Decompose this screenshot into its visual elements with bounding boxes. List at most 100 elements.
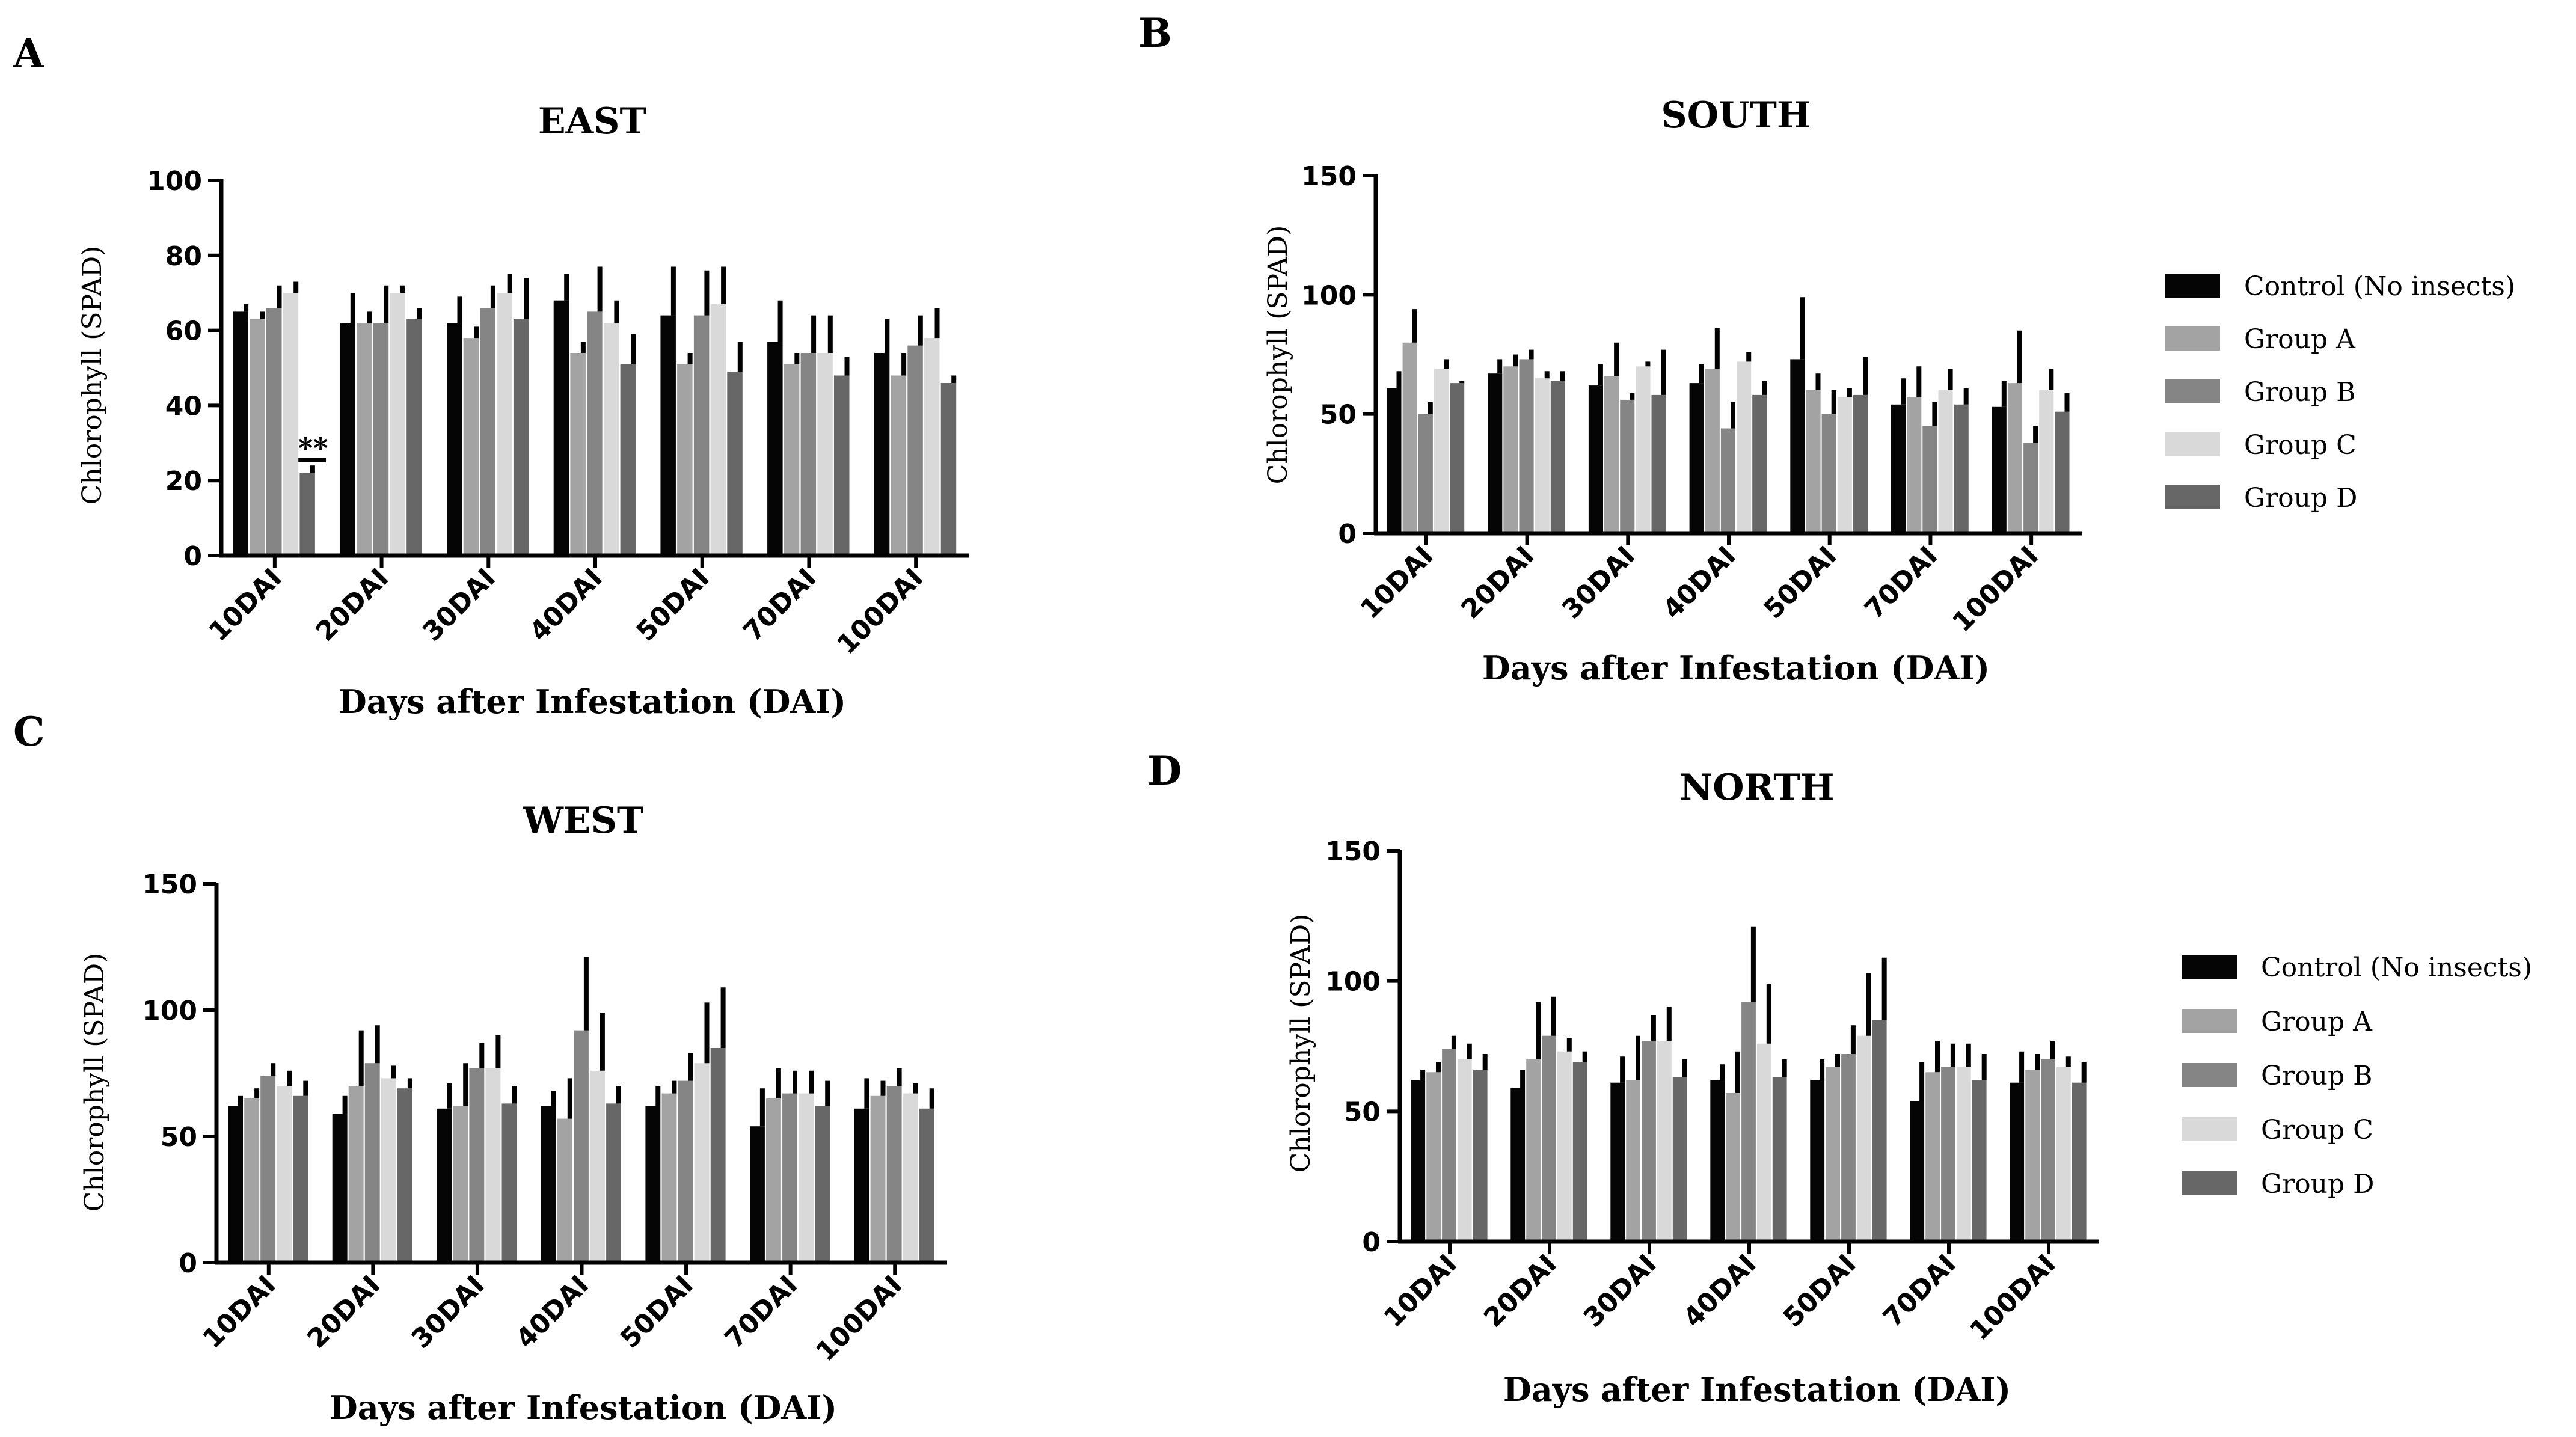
bar-20dai-group-b	[1542, 1035, 1556, 1242]
bar-40dai-group-d	[1752, 394, 1767, 533]
bar-10dai-group-a	[1402, 342, 1417, 533]
bar-70dai-group-b	[782, 1093, 797, 1263]
bar-40dai-control-no-insects-	[1710, 1080, 1725, 1242]
x-tick-label: 70DAI	[719, 1270, 804, 1355]
bar-70dai-group-a	[784, 364, 800, 556]
x-tick-label: 20DAI	[310, 563, 395, 648]
y-tick-label: 80	[165, 241, 202, 272]
panel-letter: B	[1138, 10, 1172, 57]
bar-100dai-group-c	[2039, 390, 2054, 533]
bar-70dai-group-b	[1922, 426, 1937, 533]
x-tick-label: 40DAI	[1657, 541, 1742, 625]
x-axis-label: Days after Infestation (DAI)	[1482, 649, 1990, 687]
bar-100dai-control-no-insects-	[874, 353, 890, 556]
x-tick-label: 40DAI	[510, 1270, 595, 1355]
legend-label: Control (No insects)	[2244, 271, 2515, 302]
legend-swatch	[2165, 485, 2220, 509]
x-tick-label: 100DAI	[1946, 541, 2044, 638]
bar-100dai-group-b	[2023, 443, 2038, 533]
x-tick-label: 20DAI	[1456, 541, 1541, 625]
bar-70dai-group-b	[800, 353, 817, 556]
x-tick-label: 50DAI	[615, 1270, 699, 1355]
bar-50dai-group-a	[1826, 1067, 1840, 1242]
x-tick-label: 70DAI	[1877, 1249, 1962, 1334]
bar-50dai-group-d	[1853, 394, 1868, 533]
bar-70dai-control-no-insects-	[750, 1126, 765, 1263]
bar-70dai-group-d	[1954, 404, 1969, 533]
bar-50dai-group-d	[1872, 1020, 1887, 1242]
bar-10dai-group-c	[1457, 1059, 1472, 1242]
bar-40dai-group-d	[1772, 1077, 1787, 1242]
legend-label: Group A	[2244, 324, 2356, 355]
x-tick-label: 10DAI	[1355, 541, 1440, 625]
plot-area: 0 50 100 150 10DAI 20DAI 30DAI 40DAI 50DAI 70DAI 1…	[1301, 161, 2082, 638]
bar-10dai-group-b	[1442, 1049, 1456, 1242]
bar-20dai-control-no-insects-	[1488, 373, 1503, 533]
plot-area: 0 50 100 150 10DAI 20DAI 30DAI 40DAI 50DAI 70DAI 1…	[142, 869, 947, 1367]
legend: Control (No insects) Group A Group B Group …	[2182, 952, 2532, 1200]
chart-title: SOUTH	[1661, 94, 1811, 136]
bar-100dai-group-a	[870, 1095, 886, 1263]
bar-20dai-group-d	[1550, 381, 1565, 533]
bar-70dai-group-d	[1972, 1080, 1987, 1242]
bar-10dai-group-d	[293, 1095, 308, 1263]
bar-30dai-control-no-insects-	[437, 1108, 452, 1263]
y-tick-label: 150	[1325, 836, 1381, 867]
y-tick-label: 20	[165, 466, 202, 497]
bar-100dai-group-d	[919, 1108, 934, 1263]
bar-100dai-group-c	[903, 1093, 918, 1263]
bar-70dai-control-no-insects-	[1910, 1101, 1925, 1242]
y-axis-label: Chlorophyll (SPAD)	[1286, 914, 1316, 1173]
legend-label: Group D	[2261, 1169, 2374, 1200]
bar-50dai-group-a	[1806, 390, 1821, 533]
bar-40dai-group-c	[603, 323, 619, 556]
bar-100dai-group-c	[2056, 1067, 2071, 1242]
bar-30dai-group-d	[501, 1103, 517, 1263]
bar-70dai-group-c	[1956, 1067, 1971, 1242]
panel-letter: C	[13, 708, 45, 755]
bar-40dai-group-d	[606, 1103, 621, 1263]
bar-10dai-group-c	[283, 293, 299, 556]
y-tick-label: 50	[1344, 1097, 1381, 1127]
x-tick-label: 30DAI	[1556, 541, 1641, 625]
bar-30dai-group-a	[1626, 1080, 1640, 1242]
bar-10dai-group-d	[299, 473, 315, 556]
bar-50dai-control-no-insects-	[645, 1106, 661, 1263]
bar-40dai-group-b	[1720, 428, 1735, 533]
bar-20dai-control-no-insects-	[340, 323, 355, 556]
plot-area: 0 20 40 60 80 100 10DAI 20DAI 30DAI 40DAI 50DAI 70D…	[147, 166, 969, 660]
bar-30dai-group-a	[453, 1106, 468, 1263]
x-tick-label: 100DAI	[831, 563, 928, 660]
y-axis-label: Chlorophyll (SPAD)	[77, 246, 108, 505]
bar-30dai-group-c	[1657, 1041, 1672, 1242]
legend-label: Group D	[2244, 483, 2357, 513]
bar-10dai-group-c	[1434, 369, 1449, 533]
chart-title: NORTH	[1679, 767, 1834, 809]
bar-30dai-group-b	[480, 308, 495, 556]
legend-label: Group A	[2261, 1007, 2373, 1037]
chart-title: EAST	[538, 100, 647, 142]
bar-30dai-group-c	[485, 1068, 501, 1263]
y-tick-label: 150	[1301, 161, 1357, 192]
x-tick-label: 30DAI	[417, 563, 501, 648]
bar-100dai-group-b	[907, 345, 923, 556]
bar-100dai-group-a	[2025, 1070, 2040, 1242]
bar-20dai-group-b	[1519, 359, 1534, 533]
legend-swatch	[2182, 1171, 2237, 1195]
bar-10dai-control-no-insects-	[1387, 388, 1402, 533]
bar-70dai-group-c	[1938, 390, 1953, 533]
x-tick-label: 30DAI	[406, 1270, 491, 1355]
y-tick-label: 150	[142, 869, 197, 900]
y-axis-label: Chlorophyll (SPAD)	[1263, 225, 1293, 485]
bar-20dai-group-b	[373, 323, 389, 556]
x-tick-label: 70DAI	[737, 563, 822, 648]
x-tick-label: 10DAI	[203, 563, 288, 648]
bar-50dai-group-c	[694, 1063, 710, 1263]
y-tick-label: 50	[161, 1122, 197, 1153]
y-tick-label: 0	[179, 1248, 197, 1279]
bar-20dai-group-a	[1526, 1059, 1541, 1242]
panel-letter: A	[13, 30, 44, 77]
bar-50dai-control-no-insects-	[1810, 1080, 1825, 1242]
bar-50dai-group-b	[1841, 1054, 1856, 1242]
bar-30dai-group-b	[1620, 399, 1635, 533]
